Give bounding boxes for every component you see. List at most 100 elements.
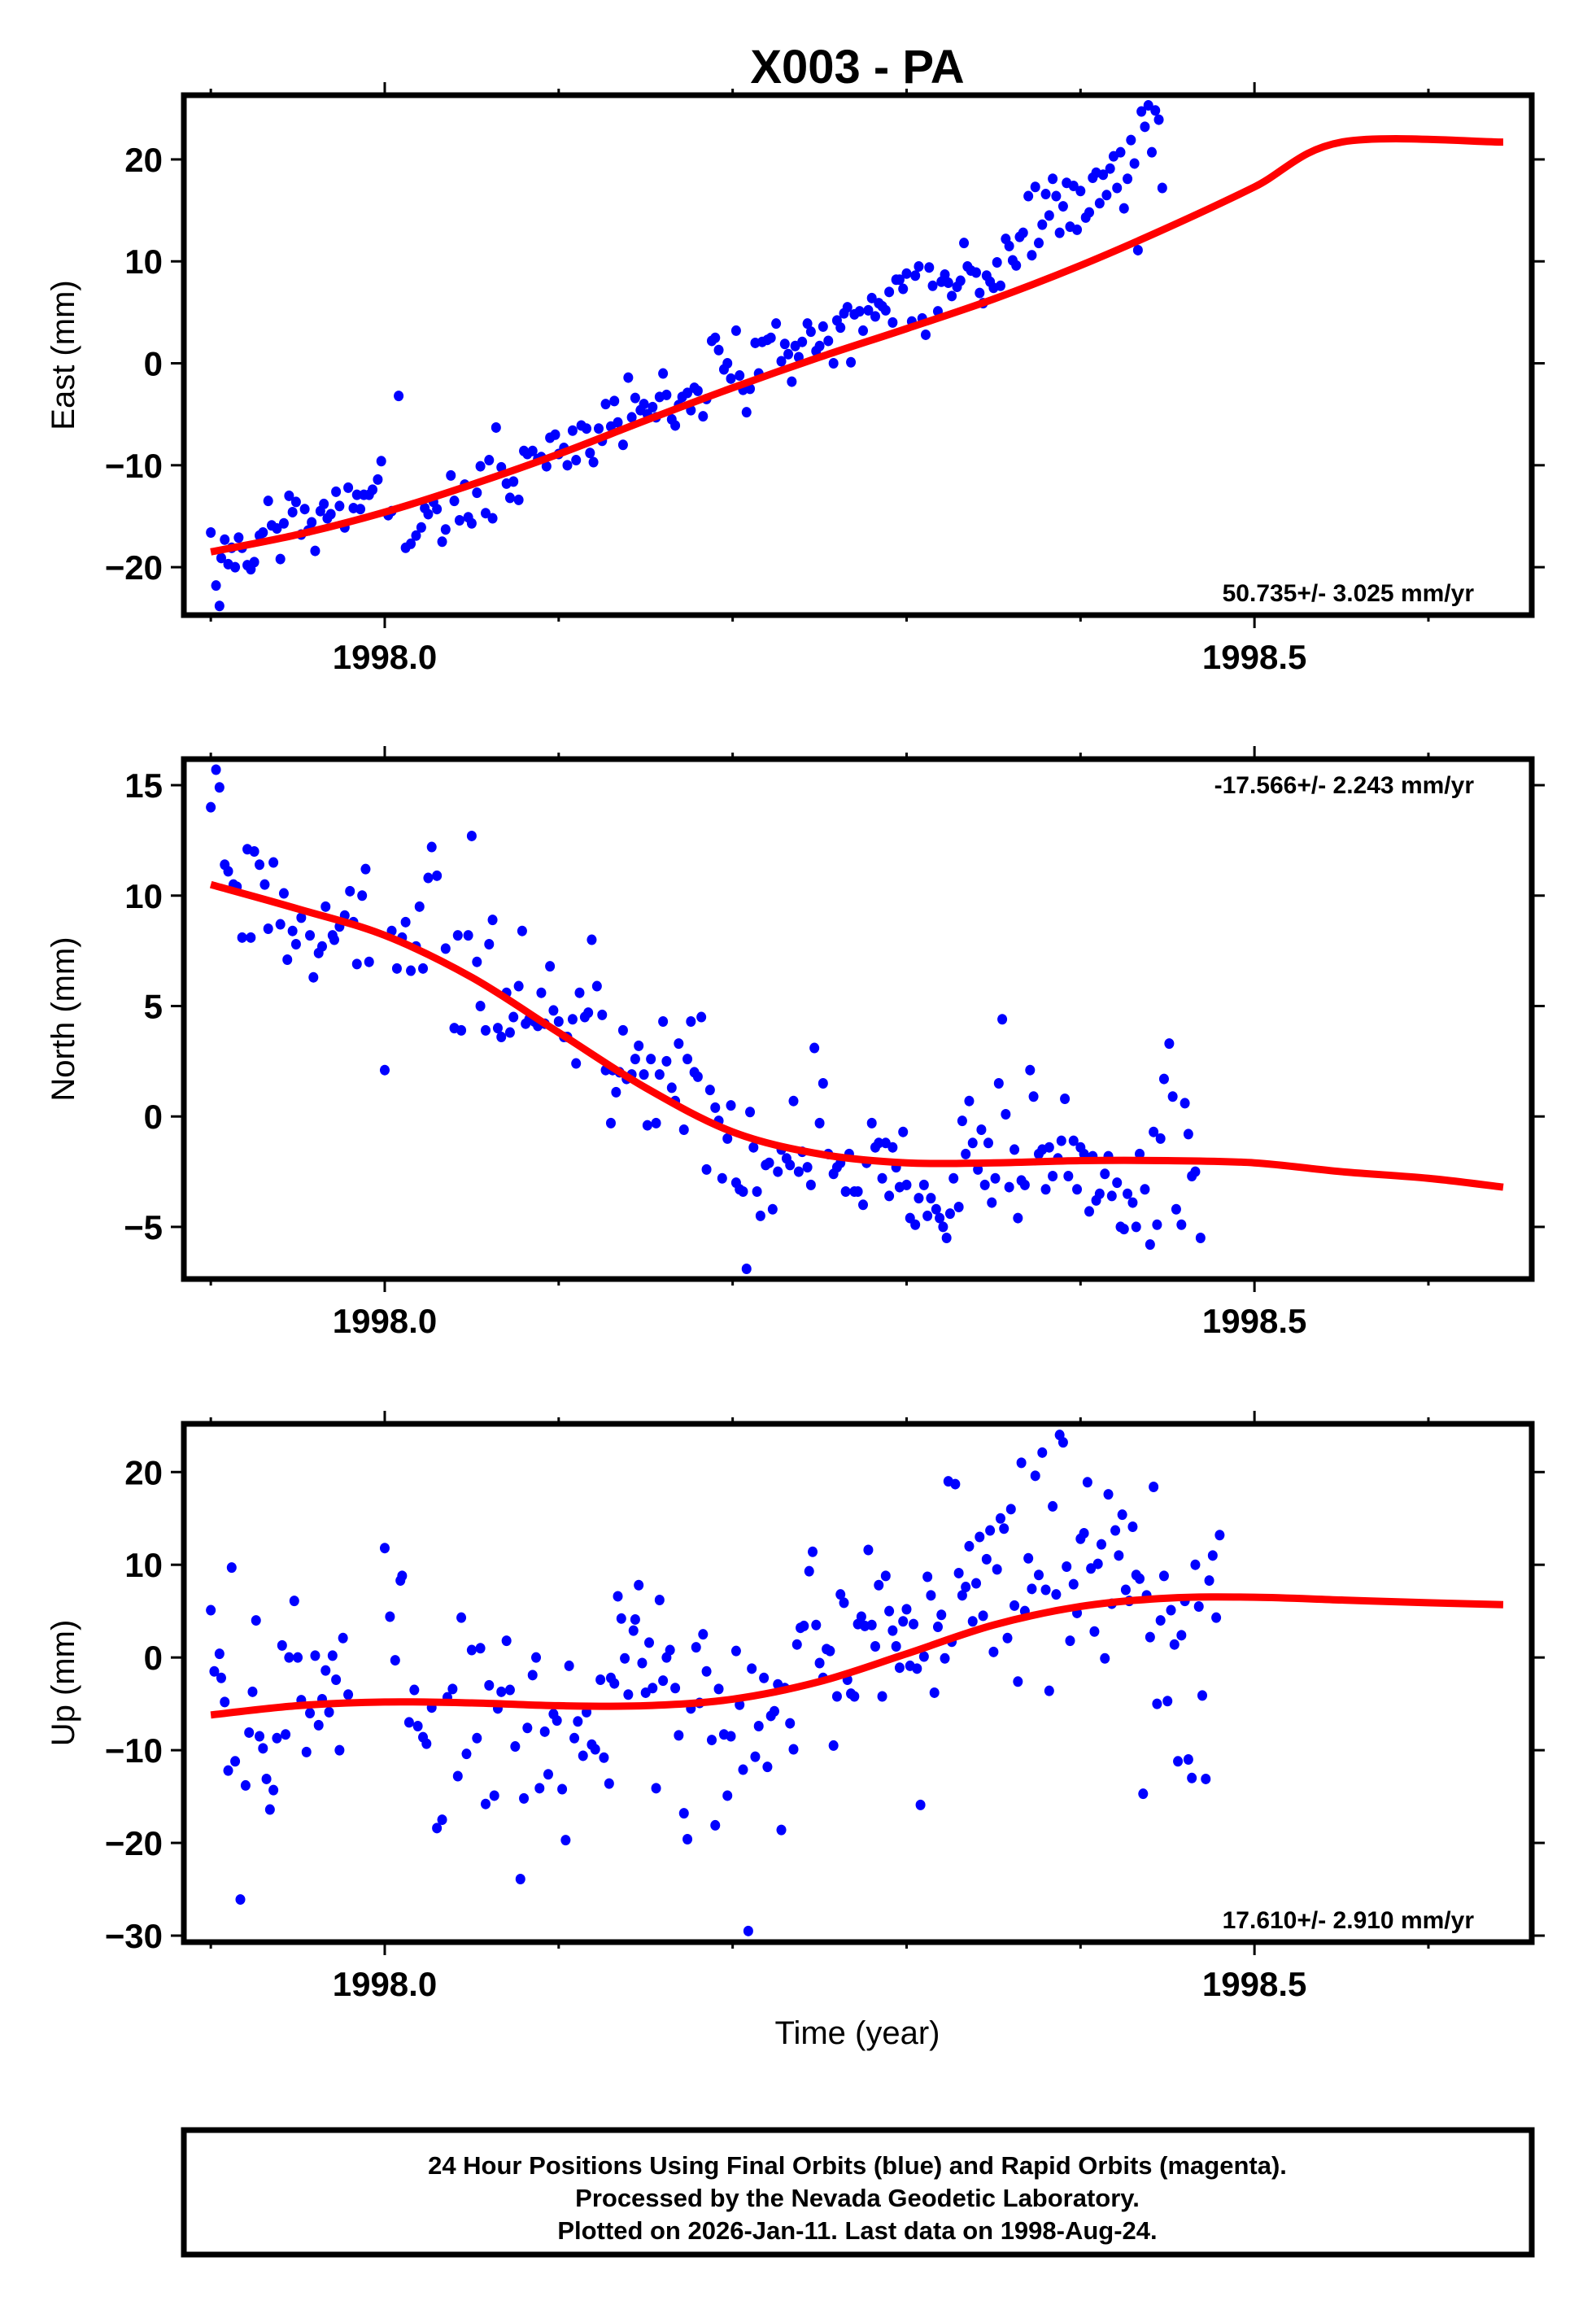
data-point	[628, 1625, 639, 1636]
data-point	[1027, 250, 1037, 261]
data-point	[582, 423, 592, 434]
data-point	[1044, 1685, 1054, 1696]
data-point	[368, 484, 378, 495]
data-point	[1135, 1148, 1145, 1159]
data-point	[1037, 1447, 1048, 1458]
data-point	[414, 901, 425, 912]
data-point	[590, 1744, 600, 1755]
y-tick-label: −30	[105, 1917, 163, 1955]
data-point	[880, 304, 891, 316]
data-point	[1149, 1126, 1159, 1137]
y-tick-label: 0	[144, 1639, 163, 1677]
data-point	[651, 1783, 661, 1794]
data-point	[1048, 1500, 1058, 1512]
data-point	[1119, 1224, 1129, 1235]
data-point	[1094, 1188, 1105, 1199]
data-point	[1127, 1521, 1138, 1532]
data-point	[484, 1679, 495, 1691]
data-point	[646, 1054, 656, 1065]
data-point	[1143, 100, 1153, 111]
data-point	[1190, 1166, 1201, 1177]
data-point	[648, 1683, 658, 1694]
data-point	[747, 1663, 757, 1674]
data-point	[1033, 238, 1044, 249]
data-point	[313, 1719, 324, 1731]
data-point	[666, 1082, 677, 1094]
data-point	[901, 1604, 912, 1615]
data-point	[648, 401, 658, 413]
data-point	[290, 496, 301, 508]
data-point	[571, 1058, 582, 1069]
data-point	[988, 1646, 999, 1657]
data-point	[1120, 1584, 1131, 1596]
data-point	[898, 1126, 909, 1137]
data-point	[385, 1611, 395, 1622]
data-point	[788, 1095, 799, 1107]
plot-frame	[181, 1421, 1535, 1945]
data-point	[290, 938, 301, 950]
data-point	[272, 1732, 282, 1744]
data-point	[519, 1792, 530, 1804]
data-point	[394, 391, 404, 402]
data-point	[1155, 1133, 1166, 1144]
data-point	[244, 1727, 255, 1738]
data-point	[853, 1186, 863, 1198]
data-point	[745, 1107, 756, 1118]
data-point	[1145, 1631, 1155, 1643]
data-point	[856, 1611, 866, 1622]
data-point	[406, 538, 416, 549]
footer-line-3: Plotted on 2026-Jan-11. Last data on 199…	[557, 2216, 1157, 2245]
plot-frame	[181, 92, 1535, 618]
data-point	[1145, 1239, 1155, 1251]
data-point	[310, 545, 321, 557]
data-point	[1040, 189, 1051, 200]
data-point	[884, 1605, 895, 1617]
data-point	[481, 508, 491, 519]
data-point	[1037, 219, 1048, 230]
data-point	[674, 1730, 684, 1741]
data-point	[1129, 158, 1140, 169]
data-point	[863, 1544, 874, 1556]
data-point	[704, 1085, 715, 1096]
data-point	[481, 1798, 491, 1810]
data-point	[211, 764, 221, 775]
data-point	[351, 489, 362, 500]
footer-line-1: 24 Hour Positions Using Final Orbits (bl…	[428, 2151, 1287, 2180]
data-point	[364, 956, 374, 967]
data-point	[411, 530, 421, 541]
data-point	[310, 1650, 321, 1661]
data-point	[717, 1172, 727, 1184]
data-point	[840, 1186, 851, 1198]
data-point	[1140, 1184, 1150, 1195]
data-point	[416, 522, 426, 533]
data-point	[264, 1804, 275, 1815]
data-point	[748, 1142, 759, 1153]
data-point	[1105, 163, 1115, 174]
data-point	[604, 1778, 614, 1789]
data-point	[914, 1193, 924, 1204]
data-point	[510, 1741, 521, 1753]
data-point	[1019, 1179, 1030, 1190]
data-point	[814, 1117, 825, 1128]
data-point	[887, 1625, 898, 1636]
data-point	[637, 1657, 648, 1669]
data-point	[804, 1565, 814, 1577]
y-tick-label: −10	[105, 447, 163, 485]
data-point	[940, 269, 950, 281]
chart-title: X003 - PA	[750, 41, 964, 94]
data-point	[706, 1735, 717, 1746]
data-point	[1127, 1197, 1138, 1208]
data-point	[308, 971, 319, 983]
east-panel: 1998.0 1998.5 −20 −10 0 10 20 East (mm) 50.735+/…	[46, 82, 1545, 676]
data-point	[1009, 1144, 1020, 1155]
data-point	[755, 1210, 765, 1221]
data-point	[915, 1799, 926, 1810]
data-point	[1117, 1509, 1127, 1521]
data-point	[1136, 106, 1147, 117]
data-point	[214, 782, 225, 793]
data-point	[992, 1564, 1002, 1575]
data-point	[1057, 201, 1068, 212]
data-point	[874, 1137, 884, 1149]
data-point	[909, 1618, 919, 1630]
